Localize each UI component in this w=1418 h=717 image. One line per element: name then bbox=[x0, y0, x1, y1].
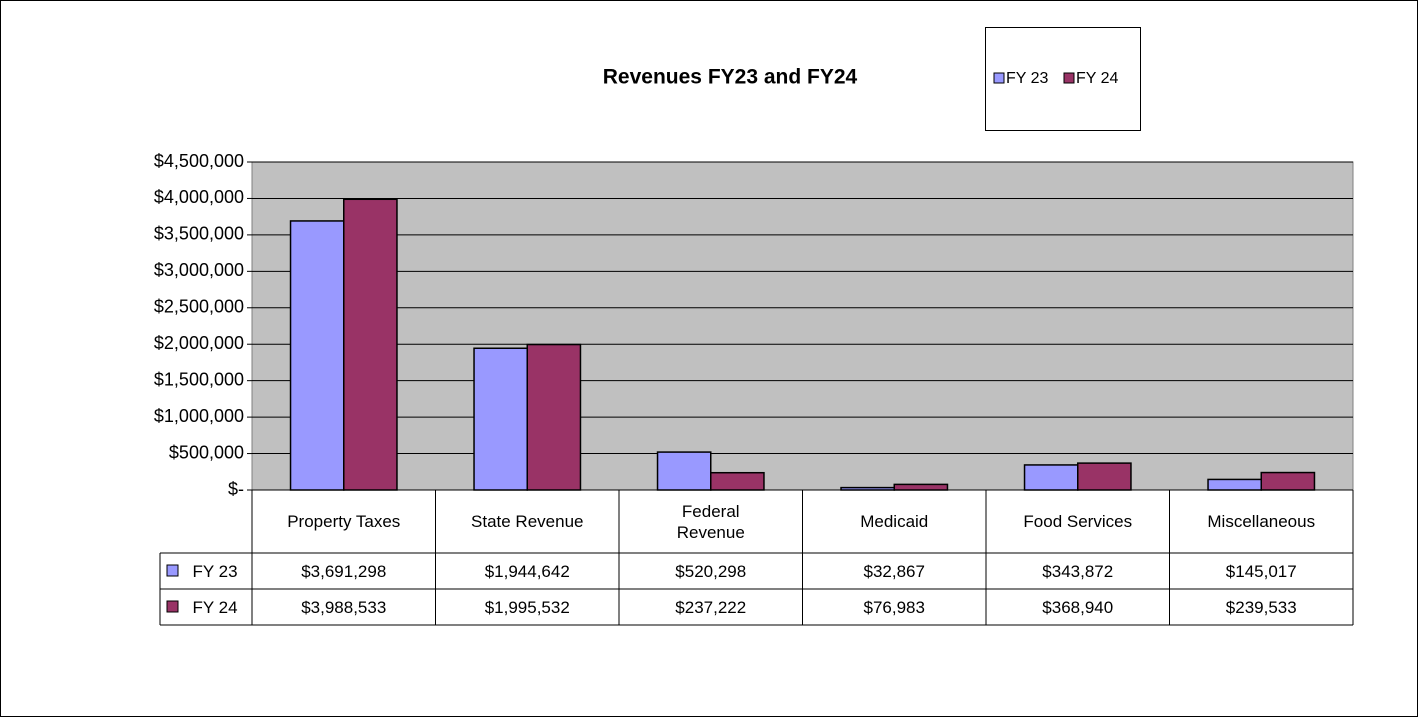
bar bbox=[1077, 462, 1132, 491]
table-value: $3,988,533 bbox=[301, 597, 387, 617]
bar bbox=[1207, 478, 1263, 491]
bar bbox=[526, 343, 582, 491]
table-value: $32,867 bbox=[863, 561, 925, 581]
legend-label: FY 23 bbox=[1006, 70, 1049, 87]
table-value: $343,872 bbox=[1042, 561, 1114, 581]
x-tick-label: Food Services bbox=[1023, 512, 1133, 531]
table-value: $239,533 bbox=[1225, 597, 1297, 617]
y-tick-label: $4,000,000 bbox=[154, 187, 244, 207]
x-tick-label: State Revenue bbox=[471, 512, 584, 531]
bar bbox=[1023, 464, 1079, 491]
plot-area bbox=[251, 161, 1354, 491]
bar bbox=[343, 198, 398, 491]
y-tick-label: $2,500,000 bbox=[154, 297, 244, 317]
bar bbox=[656, 451, 712, 491]
y-tick-label: $4,500,000 bbox=[154, 151, 244, 171]
table-value: $145,017 bbox=[1225, 561, 1297, 581]
table-legend-key bbox=[166, 564, 179, 577]
table-value: $520,298 bbox=[675, 561, 747, 581]
y-tick-label: $3,500,000 bbox=[154, 224, 244, 244]
chart-title: Revenues FY23 and FY24 bbox=[603, 66, 858, 89]
table-value: $368,940 bbox=[1042, 597, 1114, 617]
x-tick-label: Federal Revenue bbox=[676, 501, 745, 542]
table-value: $1,995,532 bbox=[484, 597, 570, 617]
bar bbox=[710, 471, 765, 491]
y-tick-label: $2,000,000 bbox=[154, 333, 244, 353]
bar bbox=[473, 347, 529, 491]
x-tick-label: Medicaid bbox=[860, 512, 929, 531]
table-series-name: FY 24 bbox=[192, 597, 238, 617]
legend-label: FY 24 bbox=[1076, 70, 1119, 87]
y-tick-label: $500,000 bbox=[169, 442, 244, 462]
y-tick-label: $1,000,000 bbox=[154, 406, 244, 426]
table-legend-key bbox=[166, 600, 179, 613]
legend-box bbox=[985, 27, 1141, 131]
x-tick-label: Miscellaneous bbox=[1207, 512, 1316, 531]
table-value: $3,691,298 bbox=[301, 561, 387, 581]
bar bbox=[1260, 471, 1316, 491]
x-tick-label: Property Taxes bbox=[287, 512, 401, 531]
bar bbox=[289, 220, 345, 491]
table-value: $1,944,642 bbox=[484, 561, 570, 581]
legend-key bbox=[993, 72, 1005, 84]
legend-key bbox=[1063, 72, 1075, 84]
table-series-name: FY 23 bbox=[192, 561, 238, 581]
y-tick-label: $- bbox=[228, 479, 244, 499]
table-value: $237,222 bbox=[675, 597, 747, 617]
table-value: $76,983 bbox=[863, 597, 925, 617]
y-tick-label: $3,000,000 bbox=[154, 260, 244, 280]
y-tick-label: $1,500,000 bbox=[154, 369, 244, 389]
